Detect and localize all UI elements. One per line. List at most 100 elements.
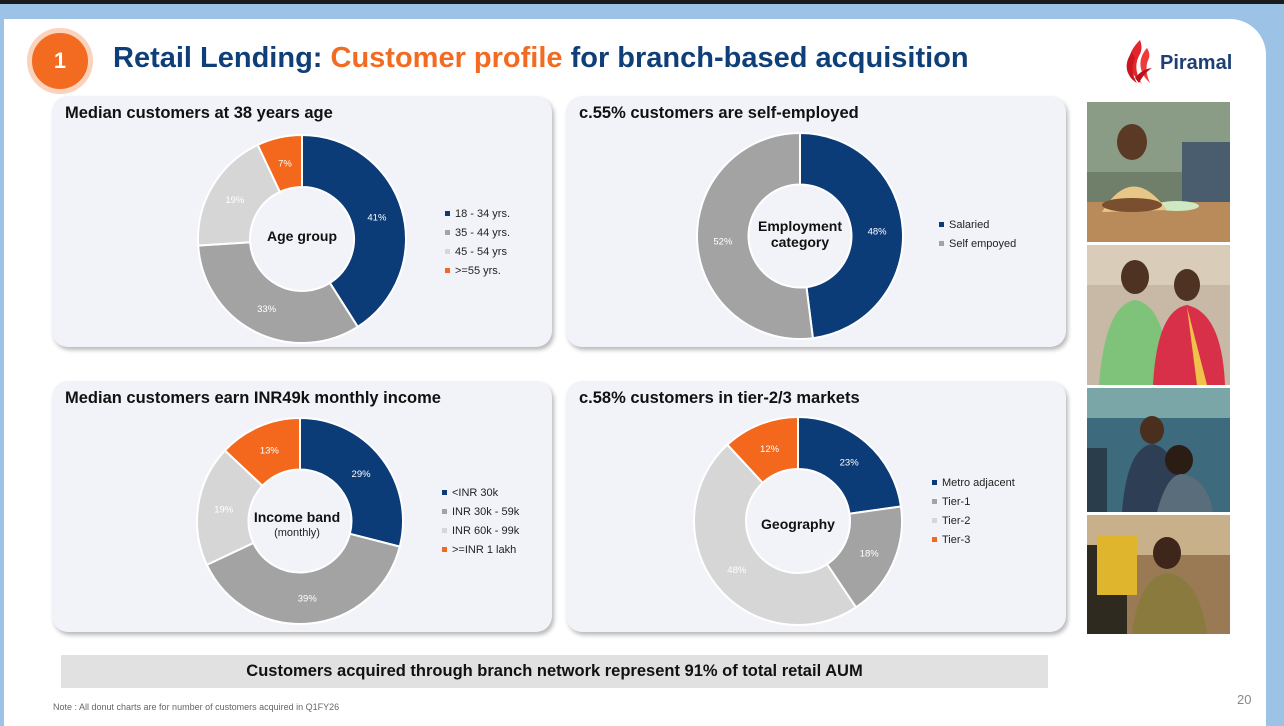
- donut-center-label: Age group: [247, 228, 357, 244]
- legend-label: 45 - 54 yrs: [455, 245, 507, 258]
- chart-title: c.58% customers in tier-2/3 markets: [579, 389, 860, 407]
- donut-slice: [197, 241, 360, 344]
- legend-item: 35 - 44 yrs.: [445, 223, 510, 242]
- legend-item: Self empoyed: [939, 234, 1016, 253]
- title-part-2: for branch-based acquisition: [562, 42, 969, 74]
- donut-slice: [693, 443, 858, 626]
- photo-man-at-table: [1087, 102, 1230, 242]
- legend-swatch: [445, 268, 450, 273]
- legend-label: INR 60k - 99k: [452, 524, 520, 537]
- summary-banner: Customers acquired through branch networ…: [61, 655, 1048, 688]
- legend-swatch: [445, 249, 450, 254]
- slice-value-label: 41%: [367, 213, 387, 224]
- title-highlight: Customer profile: [330, 42, 563, 74]
- slice-value-label: 7%: [278, 158, 292, 169]
- center-label-text: Geography: [761, 516, 835, 532]
- legend-label: Tier-3: [942, 533, 971, 546]
- legend-label: Salaried: [949, 218, 990, 231]
- donut-slice: [696, 131, 815, 340]
- legend-label: 18 - 34 yrs.: [455, 207, 511, 220]
- chart-legend: Salaried Self empoyed: [939, 215, 1016, 253]
- legend-label: Tier-1: [942, 495, 971, 508]
- donut-slice: [797, 415, 903, 515]
- photo-auto-driver: [1087, 515, 1230, 634]
- legend-label: Self empoyed: [949, 237, 1017, 250]
- center-label-text: Income band: [253, 509, 341, 525]
- slice-value-label: 23%: [840, 458, 860, 469]
- donut-center-label: Income band (monthly): [242, 509, 352, 541]
- slice-value-label: 52%: [713, 236, 733, 247]
- donut-center-label: Geography: [743, 516, 853, 532]
- chart-card-employment: c.55% customers are self-employed 48% 52%…: [566, 96, 1066, 347]
- center-sublabel-text: (monthly): [274, 527, 320, 539]
- legend-item: Metro adjacent: [932, 473, 1015, 492]
- chart-card-income: Median customers earn INR49k monthly inc…: [52, 381, 552, 632]
- footnote: Note : All donut charts are for number o…: [53, 702, 340, 712]
- donut-slice: [725, 415, 799, 485]
- logo-text: Piramal: [1160, 51, 1233, 74]
- legend-swatch: [442, 528, 447, 533]
- page-number: 20: [1237, 692, 1252, 707]
- legend-swatch: [445, 211, 450, 216]
- slice-value-label: 48%: [868, 227, 888, 238]
- legend-swatch: [932, 537, 937, 542]
- legend-item: >=55 yrs.: [445, 261, 510, 280]
- chart-card-geography: c.58% customers in tier-2/3 markets 23% 1…: [566, 381, 1066, 632]
- donut-slice: [223, 416, 301, 488]
- chart-title: c.55% customers are self-employed: [579, 104, 859, 122]
- chart-legend: 18 - 34 yrs. 35 - 44 yrs. 45 - 54 yrs >=55 …: [445, 204, 510, 280]
- slice-value-label: 48%: [727, 565, 747, 576]
- chart-card-age: Median customers at 38 years age 41% 33% 1…: [52, 96, 552, 347]
- slice-value-label: 19%: [214, 504, 234, 515]
- legend-item: Tier-2: [932, 511, 1015, 530]
- donut-chart-income: 29% 39% 19% 13%: [196, 416, 404, 625]
- photo-barber-shop: [1087, 388, 1230, 512]
- chart-legend: <INR 30k INR 30k - 59k INR 60k - 99k >=INR …: [442, 483, 519, 559]
- legend-item: <INR 30k: [442, 483, 519, 502]
- section-number-badge: 1: [27, 28, 93, 94]
- slice-value-label: 13%: [260, 446, 280, 457]
- legend-swatch: [445, 230, 450, 235]
- legend-label: 35 - 44 yrs.: [455, 226, 511, 239]
- slice-value-label: 18%: [860, 548, 880, 559]
- donut-center-label: Employment category: [740, 218, 860, 250]
- legend-swatch: [932, 480, 937, 485]
- legend-item: 45 - 54 yrs: [445, 242, 510, 261]
- window-top-border: [0, 0, 1284, 4]
- legend-item: INR 60k - 99k: [442, 521, 519, 540]
- chart-title: Median customers at 38 years age: [65, 104, 333, 122]
- slice-value-label: 29%: [352, 469, 372, 480]
- legend-label: INR 30k - 59k: [452, 505, 520, 518]
- donut-slice: [205, 532, 401, 625]
- donut-slice: [301, 133, 407, 329]
- center-label-text: Age group: [267, 228, 337, 244]
- center-label-text: Employment category: [757, 218, 842, 250]
- legend-item: Tier-3: [932, 530, 1015, 549]
- donut-slice: [256, 133, 303, 194]
- chart-title: Median customers earn INR49k monthly inc…: [65, 389, 441, 407]
- slice-value-label: 39%: [298, 593, 318, 604]
- legend-swatch: [442, 509, 447, 514]
- slice-value-label: 19%: [225, 195, 245, 206]
- piramal-logo: Piramal: [1120, 38, 1240, 88]
- donut-chart-age: 41% 33% 19% 7%: [197, 133, 407, 344]
- legend-label: >=INR 1 lakh: [452, 543, 517, 556]
- donut-chart-geography: 23% 18% 48% 12%: [693, 415, 903, 626]
- legend-item: >=INR 1 lakh: [442, 540, 519, 559]
- legend-label: Tier-2: [942, 514, 971, 527]
- legend-swatch: [939, 241, 944, 246]
- donut-slice: [299, 416, 404, 548]
- legend-swatch: [442, 490, 447, 495]
- legend-item: 18 - 34 yrs.: [445, 204, 510, 223]
- legend-label: Metro adjacent: [942, 476, 1015, 489]
- slide-title: Retail Lending: Customer profile for bra…: [113, 42, 969, 75]
- legend-swatch: [932, 518, 937, 523]
- legend-item: Salaried: [939, 215, 1016, 234]
- legend-swatch: [932, 499, 937, 504]
- donut-slice: [799, 131, 904, 340]
- slice-value-label: 33%: [257, 304, 277, 315]
- slice-value-label: 12%: [760, 444, 780, 455]
- legend-swatch: [939, 222, 944, 227]
- legend-item: INR 30k - 59k: [442, 502, 519, 521]
- legend-label: >=55 yrs.: [455, 264, 501, 277]
